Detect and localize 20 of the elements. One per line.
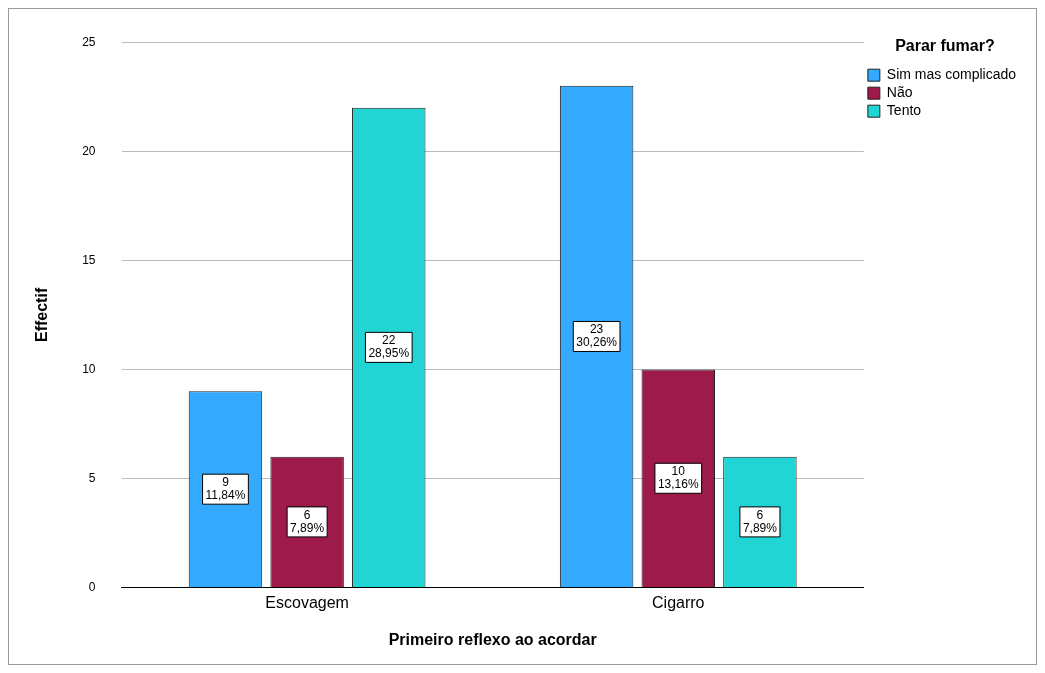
x-axis-title: Primeiro reflexo ao acordar (388, 630, 597, 648)
x-tick-label: Cigarro (652, 593, 705, 611)
legend-title: Parar fumar? (895, 37, 995, 55)
data-label: 6 7,89% (290, 507, 325, 535)
y-tick-label: 15 (82, 252, 96, 267)
y-tick-label: 25 (82, 34, 96, 49)
y-tick-label: 5 (88, 470, 96, 485)
data-label: 22 28,95% (368, 333, 410, 361)
data-label: 6 7,89% (742, 507, 778, 535)
y-tick-label: 0 (88, 579, 96, 594)
data-label: 23 30,26% (576, 322, 618, 350)
legend-label: Não (886, 84, 913, 101)
data-label: 10 13,16% (657, 464, 699, 492)
y-tick-label: 20 (82, 143, 96, 158)
y-tick-label: 10 (82, 361, 96, 376)
y-axis-title: Effectif (33, 287, 51, 343)
legend-label: Sim mas complicado (886, 66, 1017, 83)
legend-label: Tento (886, 102, 922, 119)
x-tick-label: Escovagem (265, 593, 349, 611)
data-label: 9 11,84% (205, 474, 246, 502)
